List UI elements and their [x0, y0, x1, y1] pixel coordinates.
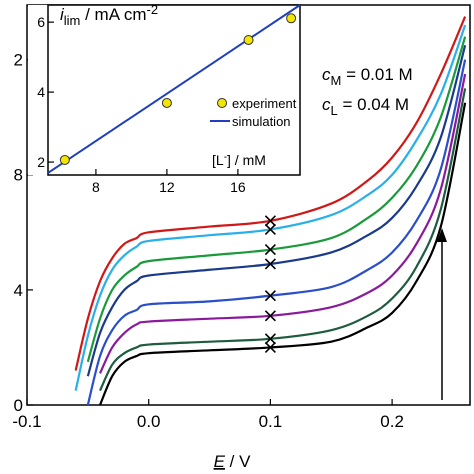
data-point: [161, 97, 172, 108]
y-tick-label: 2: [37, 154, 45, 170]
x-label-unit: / V: [225, 452, 251, 471]
y-tick-label: 0: [14, 396, 23, 415]
annotation-sub: M: [331, 73, 342, 88]
x-tick-label: 8: [92, 179, 100, 195]
annotation-symbol: c: [322, 65, 331, 84]
inset-x-sup: -: [224, 152, 227, 163]
fit-line: [47, 4, 301, 174]
curve: [86, 59, 467, 406]
annotation-text: = 0.01 M: [341, 65, 412, 84]
x-tick-label: 0.1: [259, 412, 283, 431]
data-point: [286, 13, 297, 24]
curve: [74, 24, 467, 391]
x-tick-label: -0.1: [12, 412, 41, 431]
inset-y-label: ilim / mA cm-2: [60, 2, 158, 28]
inset-x-pre: [L: [212, 152, 224, 168]
cross-marker: [264, 244, 276, 256]
annotation: cL = 0.04 M: [322, 95, 409, 118]
y-tick-label: 6: [37, 14, 45, 30]
x-tick-label: 0.2: [380, 412, 404, 431]
x-tick-label: 0.0: [137, 412, 161, 431]
plot-frame: [47, 4, 301, 176]
annotation-text: = 0.04 M: [338, 95, 409, 114]
inset-y-symbol: i: [60, 5, 65, 24]
y-tick-label: 4: [14, 281, 23, 300]
x-label-symbol: E: [214, 452, 226, 471]
x-axis-label: E / V: [214, 452, 252, 471]
cross-marker: [264, 310, 276, 322]
curve: [99, 88, 467, 392]
curve: [86, 36, 467, 363]
annotation-sub: L: [331, 103, 338, 118]
inset-plot: 8 12 16 2 4 6 experiment simulation: [37, 4, 301, 195]
inset-x-unit: ] / mM: [227, 152, 266, 168]
y-tick-label: 2: [14, 51, 23, 70]
arrow: [437, 228, 447, 400]
annotation: cM = 0.01 M: [322, 65, 413, 88]
inset-background: [28, 5, 300, 175]
inset-x-label: [L-] / mM: [212, 152, 266, 168]
cross-marker: [264, 215, 276, 227]
cross-marker: [264, 258, 276, 270]
annotation-symbol: c: [322, 95, 331, 114]
data-point: [243, 34, 254, 45]
y-tick-label: 4: [37, 84, 45, 100]
cross-marker: [264, 333, 276, 345]
x-tick-label: 16: [230, 179, 246, 195]
curve: [99, 102, 467, 406]
data-point: [59, 154, 70, 165]
curve: [74, 16, 467, 371]
legend-marker: [217, 98, 227, 108]
curve: [86, 45, 467, 377]
inset-y-unit: / mA cm: [80, 5, 146, 24]
legend-label: simulation: [232, 114, 291, 129]
cross-marker: [264, 290, 276, 302]
cross-marker: [264, 223, 276, 236]
inset-y-sub: lim: [64, 13, 81, 28]
curve: [99, 73, 467, 374]
x-tick-label: 12: [159, 179, 175, 195]
cross-marker: [264, 341, 276, 354]
inset-y-sup: -2: [147, 2, 159, 17]
legend-label: experiment: [232, 96, 297, 111]
y-tick-label: 8: [14, 166, 23, 185]
